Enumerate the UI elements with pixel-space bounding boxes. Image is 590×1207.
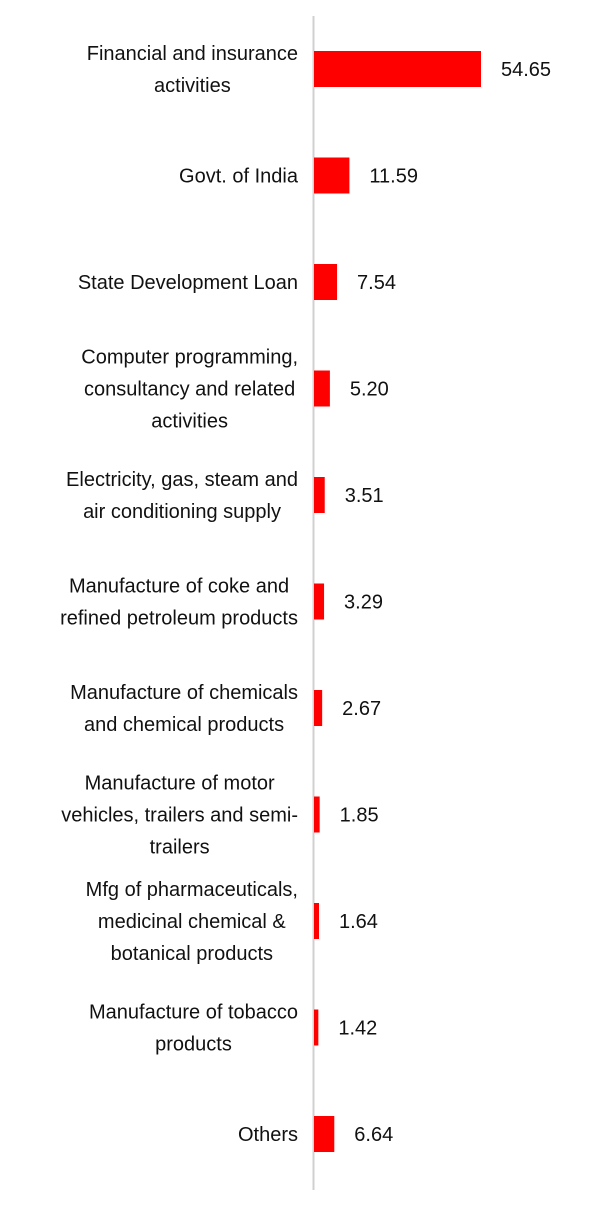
category-label-line: Manufacture of chemicals (70, 682, 298, 704)
bar (314, 796, 320, 833)
category-label: Electricity, gas, steam and air condition… (66, 469, 298, 523)
category-label: Manufacture of coke and refined petroleum… (60, 576, 298, 630)
category-label-line: air conditioning supply (83, 501, 281, 523)
bar (314, 1009, 319, 1046)
category-label-line: Computer programming, (81, 347, 298, 369)
category-label: Manufacture of tobacco products (89, 1002, 298, 1056)
category-label-line: vehicles, trailers and semi- (61, 805, 298, 827)
bar (314, 690, 323, 726)
category-label: Govt. of India (179, 166, 299, 188)
category-labels-layer: Financial and insurance activities Govt. o… (60, 43, 299, 1146)
value-label: 2.67 (342, 698, 381, 720)
value-label: 1.64 (339, 911, 378, 933)
bar (314, 1116, 335, 1152)
category-label-line: Manufacture of coke and (69, 576, 289, 598)
category-label-line: Electricity, gas, steam and (66, 469, 298, 491)
bar (314, 477, 325, 513)
category-label-line: Manufacture of motor (85, 773, 275, 795)
value-label: 3.29 (344, 592, 383, 614)
value-label: 6.64 (354, 1124, 393, 1146)
category-label: Mfg of pharmaceuticals, medicinal chemica… (86, 879, 298, 965)
category-label-line: botanical products (111, 943, 273, 965)
value-label: 1.85 (340, 805, 379, 827)
category-label: Manufacture of motor vehicles, trailers a… (61, 773, 298, 859)
value-label: 7.54 (357, 272, 396, 294)
category-label-line: refined petroleum products (60, 608, 298, 630)
value-labels-layer: 54.65 11.59 7.54 5.20 3.51 3.29 2.67 1.85 1.64 1.… (338, 59, 551, 1146)
category-label-line: Govt. of India (179, 166, 299, 188)
category-label-line: activities (151, 411, 228, 433)
bar (314, 157, 350, 194)
category-label: Others (238, 1124, 298, 1146)
bar (314, 264, 338, 300)
bar (314, 370, 330, 407)
category-label-line: State Development Loan (78, 272, 298, 294)
value-label: 11.59 (369, 166, 418, 188)
category-label: Computer programming, consultancy and rel… (81, 347, 298, 433)
category-label: State Development Loan (78, 272, 298, 294)
category-label-line: Manufacture of tobacco (89, 1002, 298, 1024)
value-label: 5.20 (350, 379, 389, 401)
category-label: Manufacture of chemicals and chemical pro… (70, 682, 298, 736)
bar (314, 583, 325, 620)
value-label: 1.42 (338, 1018, 377, 1040)
value-label: 3.51 (345, 485, 384, 507)
category-label: Financial and insurance activities (87, 43, 298, 97)
category-label-line: consultancy and related (84, 379, 295, 401)
category-label-line: activities (154, 75, 231, 97)
bars-layer (314, 51, 481, 1152)
value-label: 54.65 (501, 59, 551, 81)
category-label-line: products (155, 1034, 232, 1056)
category-label-line: trailers (150, 837, 210, 859)
bar (314, 51, 481, 87)
category-label-line: medicinal chemical & (98, 911, 287, 933)
category-label-line: Financial and insurance (87, 43, 298, 65)
category-label-line: Others (238, 1124, 298, 1146)
category-label-line: Mfg of pharmaceuticals, (86, 879, 298, 901)
bar (314, 903, 320, 939)
category-label-line: and chemical products (84, 714, 284, 736)
